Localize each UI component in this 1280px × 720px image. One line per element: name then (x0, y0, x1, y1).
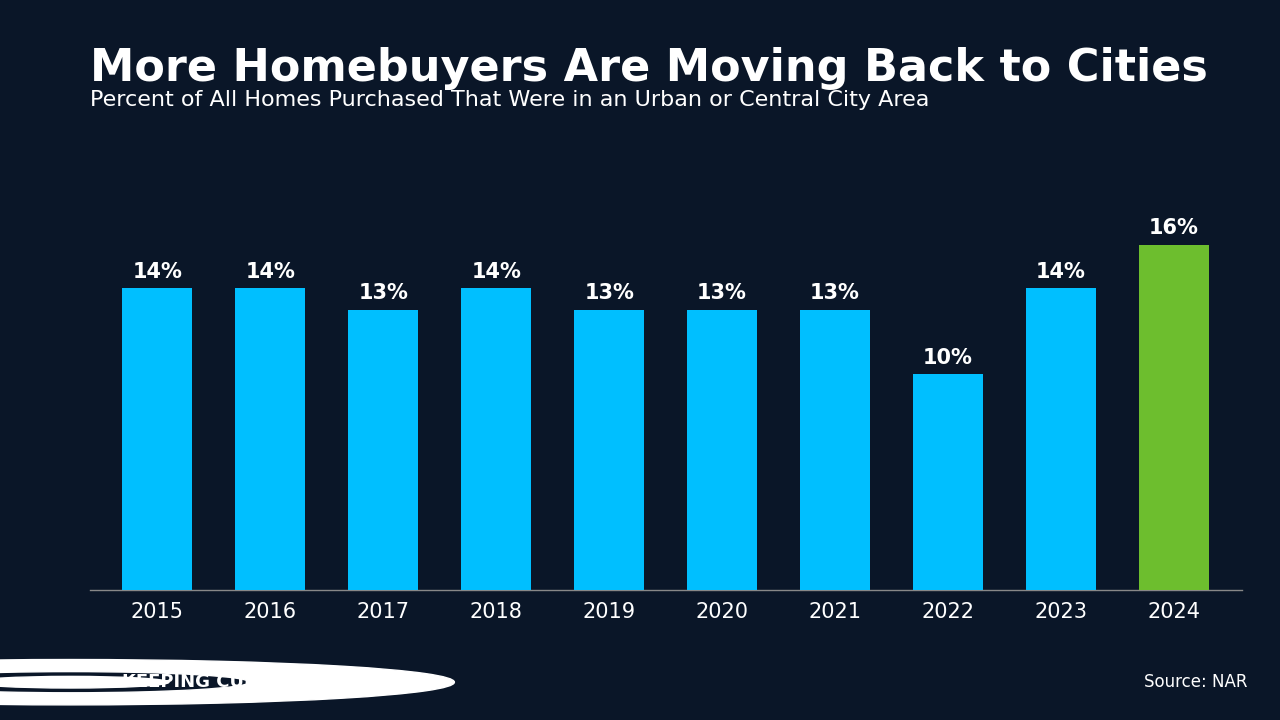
Text: 13%: 13% (584, 283, 634, 303)
Text: 16%: 16% (1149, 218, 1199, 238)
Text: 14%: 14% (246, 261, 296, 282)
Bar (913, 374, 983, 590)
Circle shape (0, 676, 169, 688)
Text: KEEPING CURRENT MATTERS: KEEPING CURRENT MATTERS (122, 673, 411, 691)
Text: 14%: 14% (471, 261, 521, 282)
Bar (1025, 288, 1096, 590)
Text: 14%: 14% (132, 261, 182, 282)
Bar (800, 310, 870, 590)
Text: 14%: 14% (1036, 261, 1085, 282)
Text: More Homebuyers Are Moving Back to Cities: More Homebuyers Are Moving Back to Citie… (90, 47, 1207, 90)
Text: 13%: 13% (810, 283, 860, 303)
Text: Source: NAR: Source: NAR (1144, 673, 1248, 691)
Text: 13%: 13% (698, 283, 748, 303)
Bar (575, 310, 644, 590)
Bar (1139, 245, 1208, 590)
Bar (687, 310, 756, 590)
Bar (123, 288, 192, 590)
Text: Percent of All Homes Purchased That Were in an Urban or Central City Area: Percent of All Homes Purchased That Were… (90, 90, 929, 110)
Bar (348, 310, 419, 590)
Bar (236, 288, 306, 590)
Bar (461, 288, 531, 590)
Text: 10%: 10% (923, 348, 973, 368)
Text: 13%: 13% (358, 283, 408, 303)
